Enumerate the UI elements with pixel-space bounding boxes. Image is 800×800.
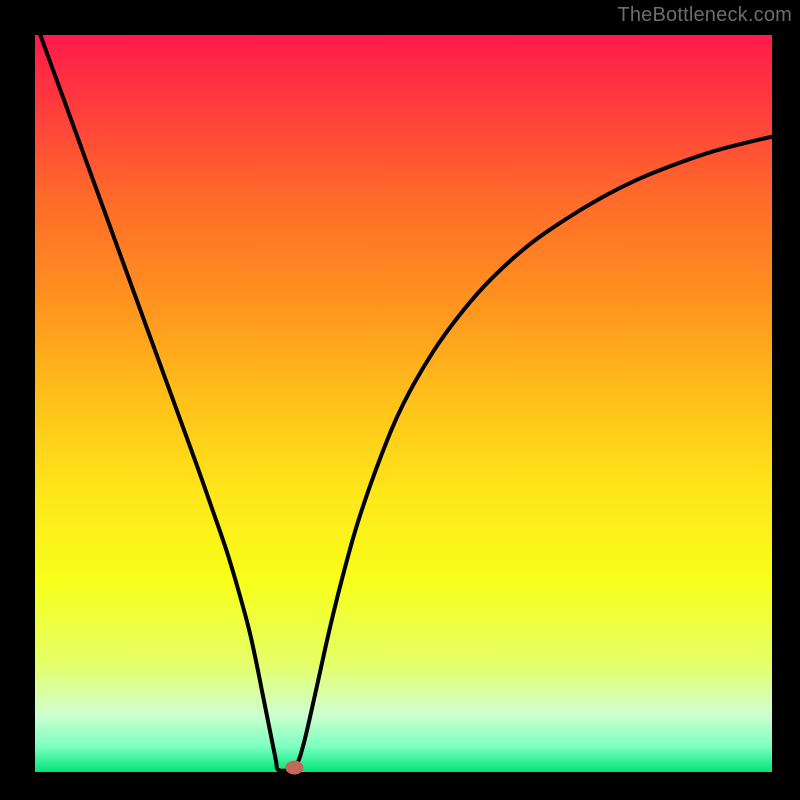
optimal-point-marker [285,761,303,775]
bottleneck-curve-chart [0,0,800,800]
chart-frame: TheBottleneck.com [0,0,800,800]
watermark-text: TheBottleneck.com [617,4,792,27]
